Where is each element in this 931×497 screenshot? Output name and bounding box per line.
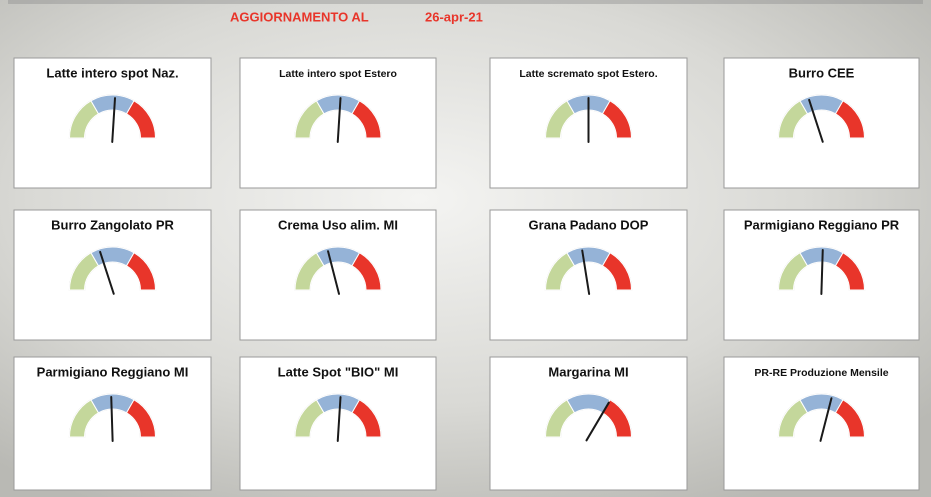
gauge-needle [336, 396, 342, 442]
gauge-title: Burro CEE [789, 65, 855, 80]
gauge-card [13, 209, 212, 341]
gauge-title: Burro Zangolato PR [51, 217, 174, 232]
gauge-title: Latte scremato spot Estero. [519, 68, 657, 80]
gauge-band [834, 399, 866, 438]
gauge-card [723, 57, 920, 189]
gauge-band [834, 252, 866, 291]
gauge-needle [581, 249, 591, 295]
gauge-title: Latte Spot "BIO" MI [278, 364, 399, 379]
gauge-card [489, 356, 688, 491]
top-edge [8, 0, 923, 4]
gauge-band [351, 252, 382, 291]
gauge-title: Grana Padano DOP [529, 217, 649, 232]
gauge-band [125, 399, 157, 438]
gauge-title: Latte intero spot Naz. [46, 65, 178, 80]
gauge-needle [99, 250, 115, 295]
gauge-card [723, 356, 920, 491]
gauge-needle [327, 250, 340, 295]
gauge-card [489, 209, 688, 341]
gauge-band [351, 399, 382, 438]
gauge-card [239, 209, 437, 341]
gauge-needle [110, 396, 114, 442]
gauge-title: Crema Uso alim. MI [278, 217, 398, 232]
gauge-needle [336, 97, 342, 143]
gauge-band [601, 100, 633, 139]
gauge-needle [585, 401, 610, 442]
gauge-title: PR-RE Produzione Mensile [754, 367, 888, 379]
gauge-band [351, 100, 382, 139]
gauge-band [125, 252, 157, 291]
gauge-title: Latte intero spot Estero [279, 68, 397, 80]
gauge-band [601, 252, 633, 291]
gauge-needle [819, 397, 833, 442]
gauge-title: Margarina MI [548, 364, 628, 379]
gauge-title: Parmigiano Reggiano MI [37, 364, 189, 379]
gauge-band [834, 100, 866, 139]
gauge-band [601, 399, 633, 438]
header-label: AGGIORNAMENTO AL [230, 9, 369, 24]
gauge-band [125, 100, 157, 139]
gauge-needle [820, 249, 824, 295]
gauge-needle [808, 98, 824, 143]
gauge-title: Parmigiano Reggiano PR [744, 217, 900, 232]
header-date: 26-apr-21 [425, 9, 483, 24]
gauge-needle [111, 97, 117, 143]
